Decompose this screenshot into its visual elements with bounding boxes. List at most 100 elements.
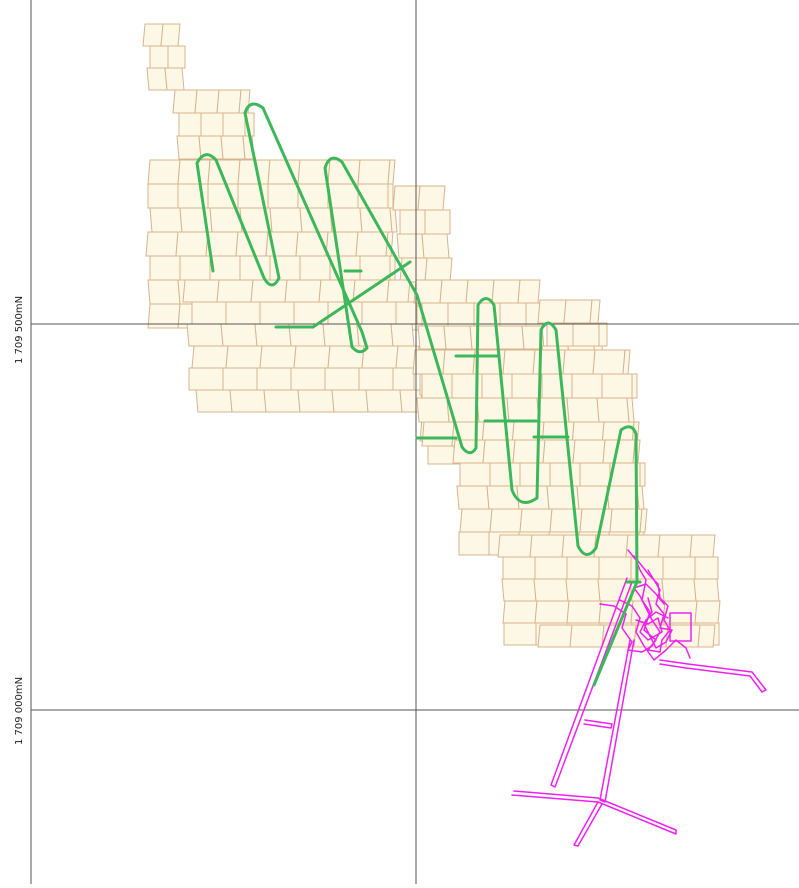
stope-block-cell — [497, 534, 533, 558]
stope-block-cell — [396, 233, 425, 259]
magenta-underground-workings — [511, 549, 767, 847]
stope-block-cell — [579, 462, 611, 487]
stope-block-cell — [147, 159, 181, 185]
stope-block-cell — [225, 301, 261, 325]
stope-block-cell — [220, 323, 258, 347]
stope-block-cell — [489, 508, 523, 533]
stope-block-grid — [142, 23, 721, 648]
stope-block-cell — [657, 534, 693, 558]
south-spur — [573, 801, 603, 847]
stope-block-cell — [331, 389, 369, 413]
stope-block-cell — [499, 302, 527, 327]
stope-block-cell — [357, 159, 391, 185]
stope-block-cell — [662, 556, 696, 580]
stope-block-cell — [256, 367, 292, 391]
stope-block-cell — [182, 279, 220, 303]
stope-block-cell — [447, 302, 475, 327]
stope-block-cell — [502, 556, 536, 580]
stope-block-cell — [142, 23, 164, 47]
stope-block-cell — [191, 345, 229, 369]
stope-block-cell — [149, 255, 181, 281]
stope-block-cell — [443, 325, 473, 350]
stope-block-cell — [546, 322, 574, 347]
decline-east — [599, 639, 635, 803]
stope-block-cell — [517, 279, 541, 304]
workings-mesh-1 — [627, 549, 671, 653]
stope-block-cell — [572, 322, 600, 347]
stope-block-cell — [194, 89, 220, 114]
stope-block-cell — [495, 325, 525, 350]
stope-block-cell — [191, 301, 227, 325]
stope-block-cell — [284, 279, 322, 303]
northing-label-1709500: 1 709 500mN — [14, 295, 25, 364]
stope-block-cell — [421, 421, 455, 447]
stope-block-cell — [229, 389, 267, 413]
stope-block-cell — [327, 183, 359, 209]
stope-block-cell — [563, 299, 593, 324]
stope-block-cell — [167, 45, 186, 69]
stope-block-cell — [147, 183, 179, 209]
stope-block-cell — [209, 255, 241, 281]
stope-block-cell — [481, 373, 513, 399]
stope-block-cell — [529, 534, 565, 558]
stope-block-cell — [421, 233, 450, 259]
stope-block-cell — [566, 397, 600, 423]
stope-block-cell — [390, 323, 415, 347]
stope-block-cell — [395, 301, 418, 325]
stope-block-cell — [533, 578, 569, 602]
stope-block-cell — [358, 367, 394, 391]
stope-block-cell — [566, 556, 600, 580]
stope-block-cell — [216, 89, 242, 114]
stope-block-cell — [216, 279, 254, 303]
stope-block-cell — [386, 279, 411, 303]
stope-block-cell — [631, 373, 638, 399]
stope-block-cell — [456, 485, 490, 510]
stope-block-cell — [359, 255, 391, 281]
northing-label-1709000: 1 709 000mN — [14, 676, 25, 745]
stope-block-cell — [222, 367, 258, 391]
stope-block-cell — [502, 600, 538, 624]
stope-block-cell — [511, 373, 543, 399]
stope-block-cell — [639, 462, 646, 487]
stope-block-cell — [469, 325, 499, 350]
stope-block-cell — [572, 439, 606, 464]
stope-block-cell — [146, 67, 168, 91]
stope-block-cell — [325, 231, 359, 257]
stope-block-cell — [220, 135, 246, 160]
stope-block-cell — [534, 600, 570, 624]
stope-block-cell — [442, 349, 476, 375]
stope-block-cell — [459, 508, 493, 533]
stope-block-cell — [352, 279, 390, 303]
stope-block-cell — [327, 345, 365, 369]
drive-loop-1 — [195, 102, 639, 687]
stope-block-cell — [290, 367, 326, 391]
stope-block-cell — [259, 345, 297, 369]
stope-block-cell — [579, 508, 613, 533]
stope-block-cell — [222, 112, 246, 137]
stope-block-cell — [566, 600, 602, 624]
stope-block-cell — [571, 373, 603, 399]
stope-block-cell — [416, 397, 450, 423]
stope-block-cell — [501, 578, 537, 602]
stope-block-cell — [299, 255, 331, 281]
stope-block-cell — [516, 485, 550, 510]
stope-block-cell — [439, 279, 469, 304]
stope-block-cell — [697, 624, 716, 648]
stope-block-cell — [259, 301, 295, 325]
stope-block-cell — [399, 209, 426, 235]
stope-block-cell — [596, 397, 630, 423]
stope-block-cell — [549, 462, 581, 487]
stope-block-cell — [238, 89, 251, 114]
south-drive — [511, 790, 677, 835]
stope-block-cell — [537, 624, 573, 648]
stope-block-cell — [365, 389, 403, 413]
stope-block-cell — [512, 439, 546, 464]
stope-block-cell — [179, 255, 211, 281]
stope-block-cell — [263, 389, 301, 413]
east-drive — [659, 659, 767, 693]
workings-mesh-5 — [635, 611, 669, 641]
stope-block-cell — [297, 389, 335, 413]
stope-block-cell — [565, 578, 601, 602]
stope-block-cell — [689, 534, 716, 558]
